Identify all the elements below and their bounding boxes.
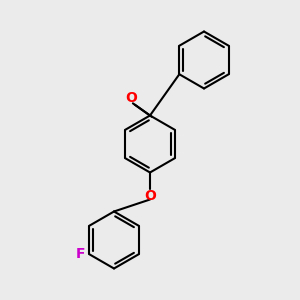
Text: F: F [76,247,86,261]
Text: O: O [125,91,137,105]
Text: O: O [144,189,156,202]
